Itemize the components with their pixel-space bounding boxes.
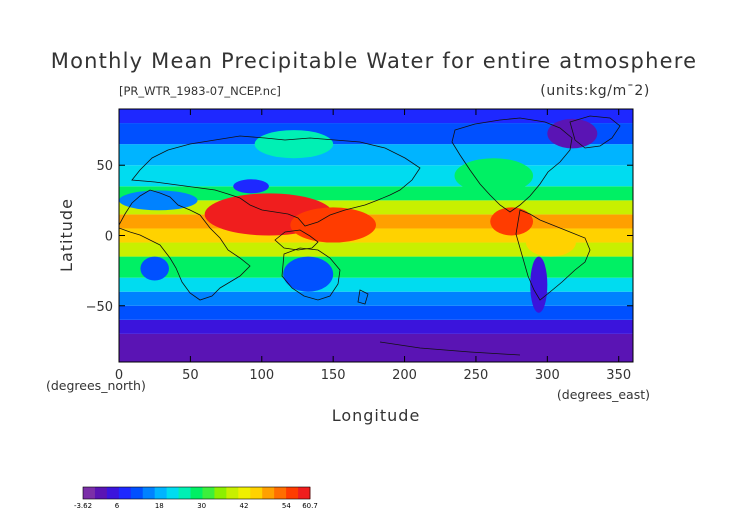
x-axis-ticks: 0 50 100 150 200 250 300 350 — [115, 109, 631, 383]
latitude-band — [119, 333, 633, 362]
colorbar-tick-label: 60.7 — [302, 502, 318, 510]
precipitable-water-field — [119, 109, 633, 362]
colorbar-tick-label: -3.62 — [74, 502, 92, 510]
colorbar-segment — [274, 487, 287, 499]
x-tick-label: 50 — [182, 368, 199, 383]
y-tick-label: −50 — [86, 300, 113, 315]
colorbar-segment — [202, 487, 215, 499]
latitude-band — [119, 277, 633, 292]
latitude-band — [119, 291, 633, 306]
colorbar-segment — [250, 487, 263, 499]
chart-title: Monthly Mean Precipitable Water for enti… — [51, 49, 697, 73]
north-america-coast — [451, 117, 573, 213]
region-north-america — [454, 158, 534, 194]
x-tick-label: 350 — [606, 368, 631, 383]
eurasia-coast — [131, 135, 421, 227]
region-central-america — [490, 207, 534, 236]
coastlines — [119, 115, 621, 356]
colorbar-segment — [130, 487, 144, 499]
colorbar-tick-label: 30 — [197, 502, 206, 510]
new-zealand-coast — [357, 289, 369, 305]
colorbar-segment — [94, 487, 108, 499]
latitude-band — [119, 144, 633, 166]
x-tick-label: 250 — [464, 368, 489, 383]
antarctica-coast — [379, 341, 521, 356]
colorbar-tick-label: 6 — [115, 502, 120, 510]
colorbar-tick-label: 54 — [282, 502, 291, 510]
south-america-coast — [515, 209, 591, 301]
chart-subtitle: [PR_WTR_1983-07_NCEP.nc] — [119, 84, 281, 98]
colorbar-ticks: -3.62 6 18 30 42 54 60.7 — [74, 502, 318, 510]
region-andes — [530, 256, 548, 313]
latitude-band — [119, 109, 633, 124]
region-tibetan-plateau — [233, 179, 269, 194]
latitude-band — [119, 305, 633, 320]
latitude-band — [119, 256, 633, 278]
y-axis-label: Latitude — [57, 198, 76, 272]
colorbar-segment — [214, 487, 227, 499]
colorbar-frame — [82, 486, 311, 500]
x-tick-label: 0 — [115, 368, 123, 383]
colorbar-segment — [106, 487, 120, 499]
region-sahara-arabia — [119, 190, 198, 211]
region-greenland — [547, 118, 598, 149]
colorbar-segment — [262, 487, 275, 499]
latitude-band — [119, 123, 633, 145]
colorbar-segment — [226, 487, 239, 499]
y-tick-label: 0 — [105, 230, 113, 245]
colorbar-segment — [238, 487, 251, 499]
colorbar-segment — [190, 487, 203, 499]
latitude-band — [119, 319, 633, 334]
colorbar-segment — [298, 487, 311, 499]
region-siberia — [254, 130, 334, 159]
x-axis-label: Longitude — [332, 406, 421, 425]
maritime-continent-coast — [274, 229, 319, 251]
latitude-band — [119, 242, 633, 257]
latitude-band — [119, 165, 633, 187]
colorbar-tick-label: 18 — [155, 502, 164, 510]
x-tick-label: 150 — [321, 368, 346, 383]
australia-coast — [281, 247, 341, 301]
region-west-pacific-warm-pool — [290, 207, 376, 243]
greenland-coast — [569, 115, 621, 149]
colorbar-segment — [83, 487, 96, 499]
x-tick-label: 300 — [535, 368, 560, 383]
y-axis-ticks: −50 0 50 — [86, 159, 633, 315]
colorbar-segment — [286, 487, 299, 499]
region-amazon — [525, 228, 576, 257]
y-unit-label: (degrees_north) — [46, 378, 146, 393]
region-southern-africa — [140, 256, 169, 281]
units-label: (units:kg/m¯2) — [540, 83, 650, 99]
region-australia — [283, 256, 334, 292]
colorbar — [83, 487, 311, 499]
x-tick-label: 100 — [249, 368, 274, 383]
y-tick-label: 50 — [96, 159, 113, 174]
colorbar-tick-label: 42 — [240, 502, 249, 510]
x-tick-label: 200 — [392, 368, 417, 383]
x-unit-label: (degrees_east) — [557, 387, 650, 402]
colorbar-segment — [118, 487, 132, 499]
colorbar-segment — [166, 487, 179, 499]
colorbar-segment — [142, 487, 156, 499]
colorbar-segment — [178, 487, 191, 499]
africa-coast — [119, 189, 251, 301]
colorbar-segment — [154, 487, 168, 499]
